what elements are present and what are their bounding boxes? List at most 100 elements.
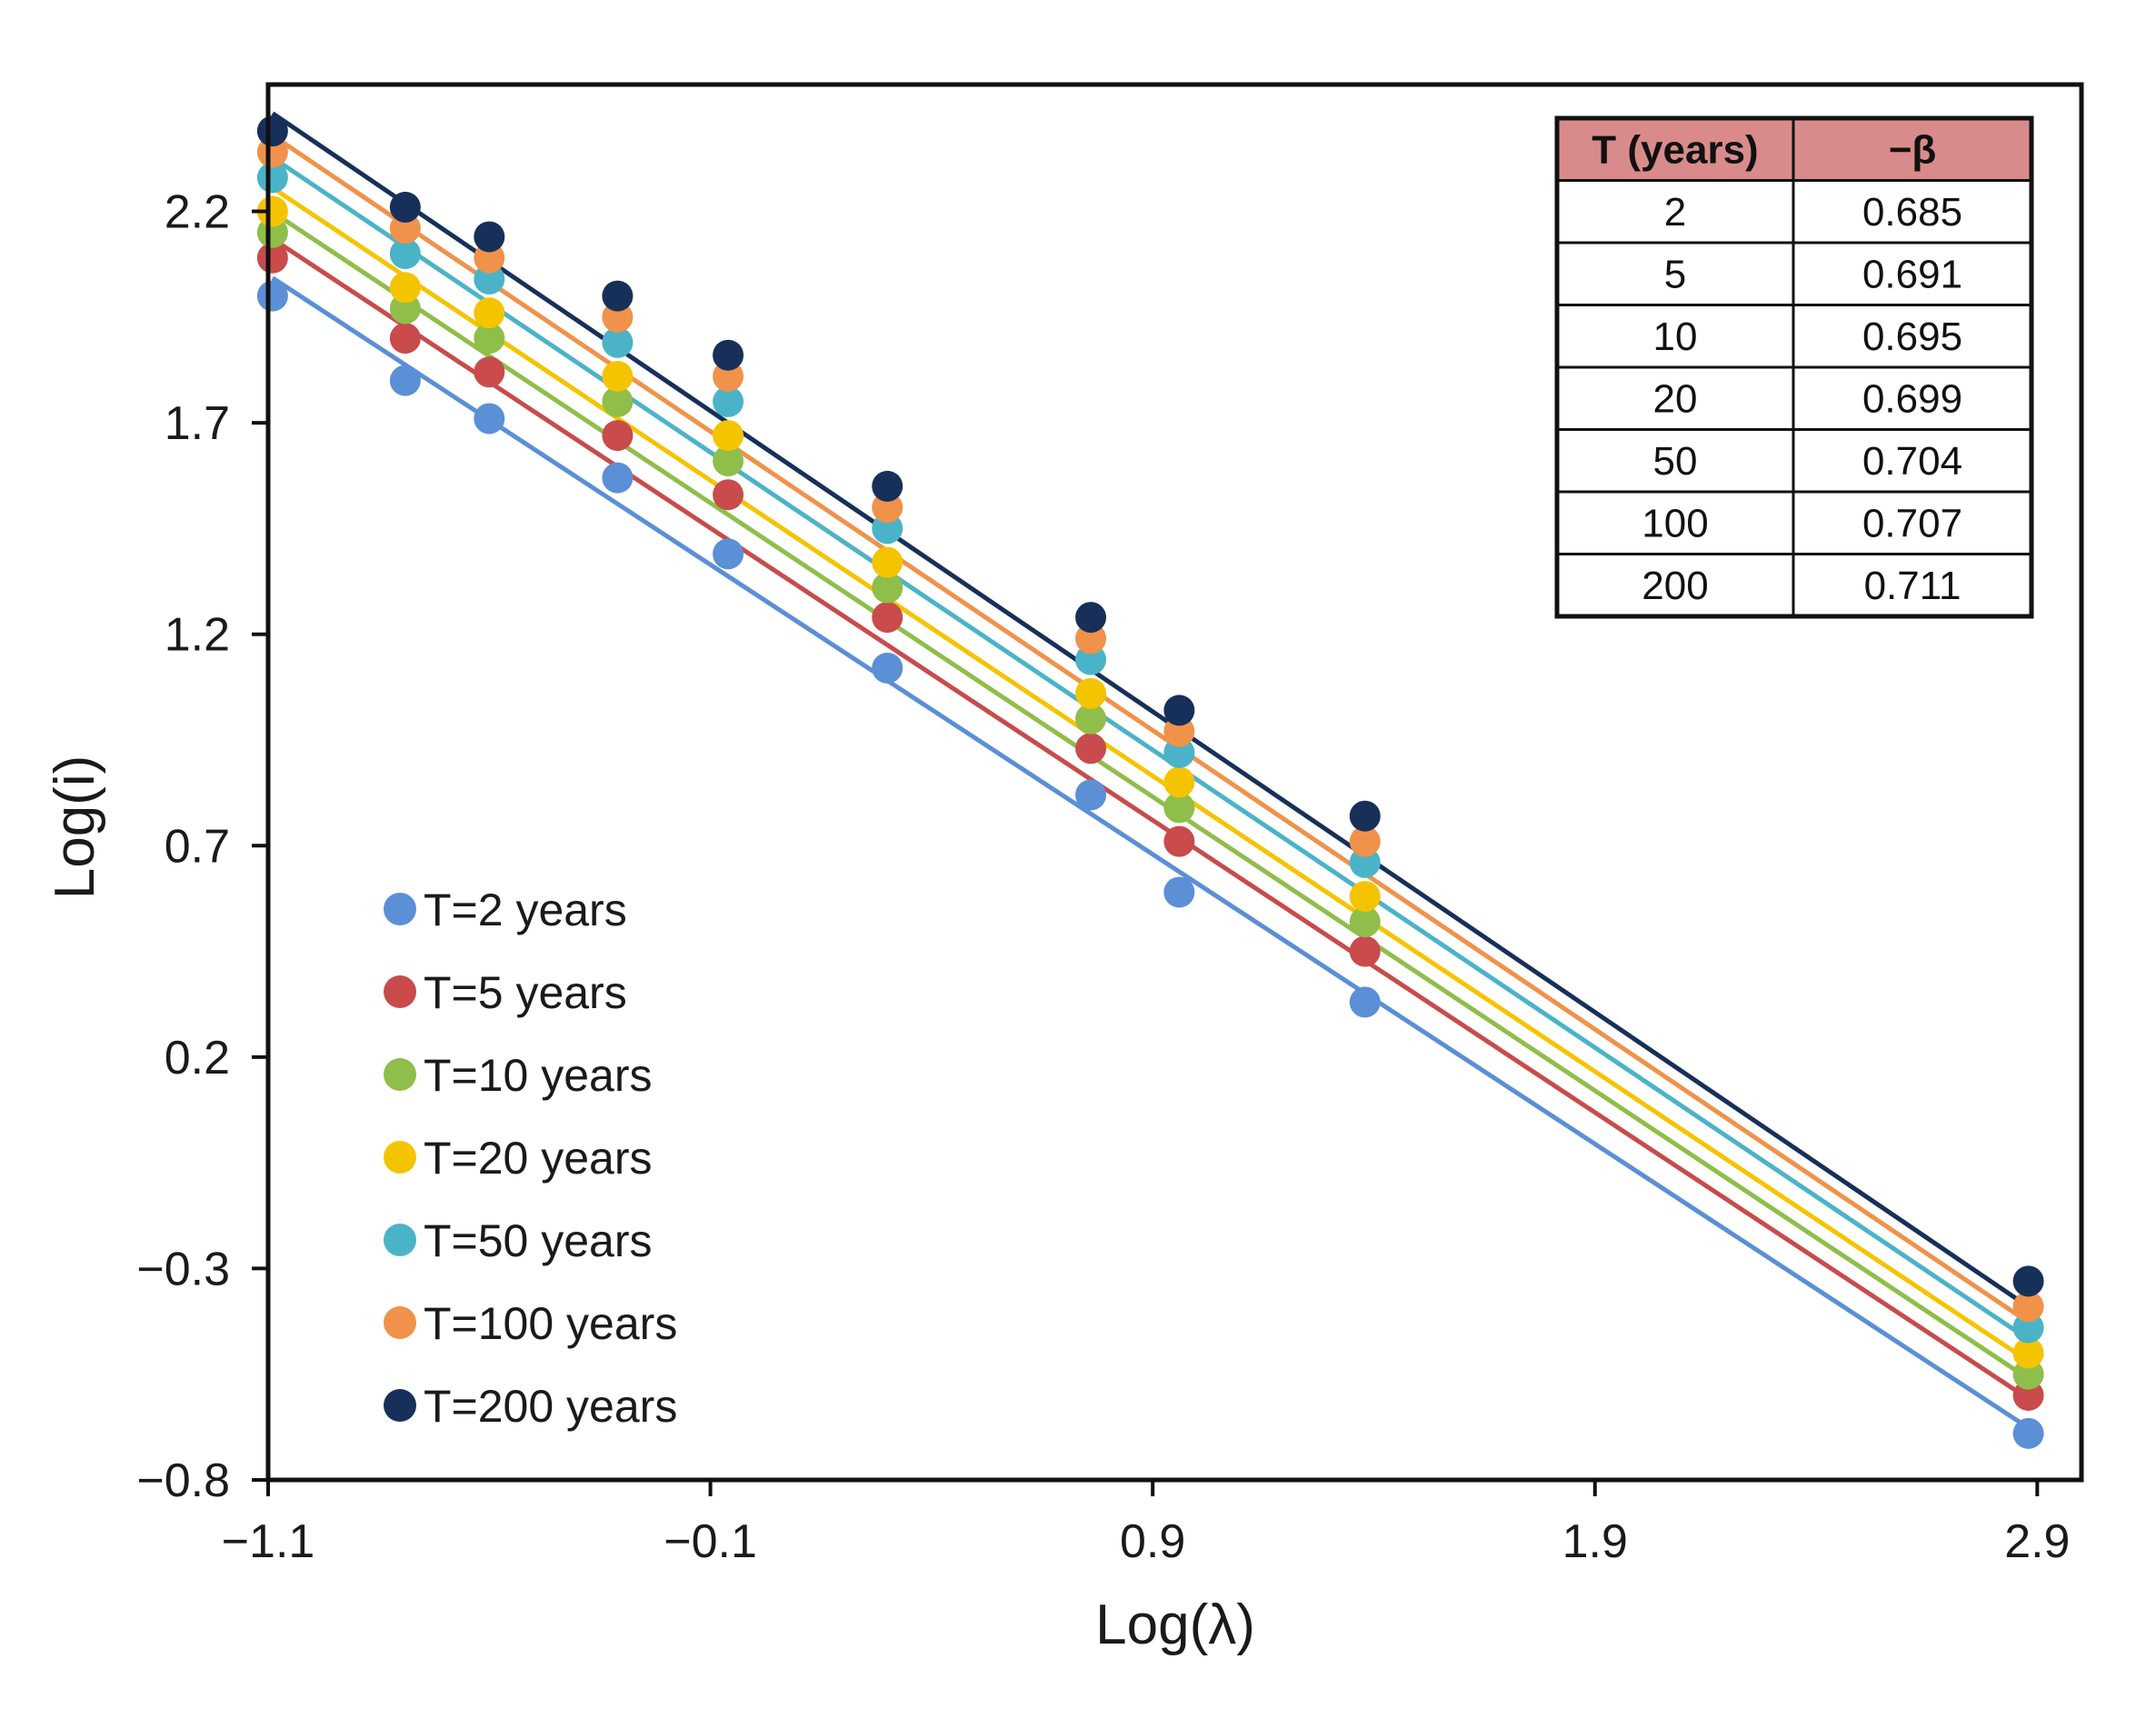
- y-axis: −0.8 −0.3 0.2 0.7 1.2 1.7 2.2: [136, 186, 268, 1507]
- y-tick-label: −0.3: [136, 1243, 230, 1295]
- table-cell: 10: [1653, 315, 1698, 359]
- legend-marker: [384, 1306, 416, 1339]
- table-cell: 200: [1642, 564, 1708, 608]
- point-t-200-years: [713, 339, 744, 371]
- x-tick-label: 1.9: [1562, 1515, 1628, 1568]
- legend-marker: [384, 1058, 416, 1091]
- point-t-20-years: [602, 360, 634, 392]
- y-tick-label: −0.8: [136, 1454, 230, 1507]
- table-cell: 0.704: [1862, 439, 1962, 484]
- table-cell: 0.707: [1862, 501, 1962, 545]
- table-border: [1554, 115, 2034, 619]
- point-t-50-years: [713, 385, 744, 417]
- table-header: T (years) −β: [1555, 116, 2033, 182]
- table-row: 50 0.704: [1555, 428, 2033, 494]
- point-t-10-years: [1163, 792, 1195, 824]
- x-axis: −1.1 −0.1 0.9 1.9 2.9: [222, 1480, 2070, 1568]
- point-t-5-years: [474, 356, 505, 388]
- fit-line-t-2-years: [271, 275, 2030, 1430]
- table-cell-box: [1792, 428, 2033, 494]
- point-t-50-years: [872, 513, 903, 545]
- point-t-10-years: [389, 293, 421, 325]
- point-t-2-years: [1163, 876, 1195, 908]
- point-t-100-years: [1349, 825, 1381, 857]
- point-t-50-years: [389, 238, 421, 270]
- table-cell-box: [1792, 241, 2033, 306]
- table-cell-box: [1792, 304, 2033, 369]
- table-row: 10 0.695: [1555, 304, 2033, 369]
- point-t-2-years: [256, 280, 288, 312]
- point-t-10-years: [256, 216, 288, 248]
- point-t-2-years: [872, 652, 903, 684]
- point-t-100-years: [1163, 715, 1195, 747]
- legend-marker: [384, 893, 416, 925]
- point-t-5-years: [256, 242, 288, 274]
- legend-label: T=2 years: [424, 884, 627, 935]
- point-t-50-years: [602, 326, 634, 358]
- x-tick-label: 2.9: [2004, 1515, 2070, 1568]
- y-tick-label: 0.2: [165, 1032, 230, 1084]
- point-t-50-years: [1075, 644, 1107, 675]
- table-row: 100 0.707: [1555, 490, 2033, 555]
- legend-marker: [384, 1141, 416, 1174]
- point-t-20-years: [1349, 881, 1381, 913]
- legend-label: T=200 years: [424, 1381, 677, 1432]
- point-t-200-years: [1163, 695, 1195, 726]
- legend-label: T=100 years: [424, 1298, 677, 1349]
- table-cell-box: [1555, 179, 1795, 245]
- legend-label: T=5 years: [424, 967, 627, 1018]
- point-t-5-years: [2012, 1379, 2044, 1411]
- point-t-200-years: [474, 221, 505, 253]
- legend-label: T=10 years: [424, 1050, 653, 1101]
- point-t-10-years: [602, 385, 634, 417]
- legend-marker: [384, 975, 416, 1008]
- point-t-200-years: [1349, 800, 1381, 832]
- table-cell-box: [1792, 179, 2033, 245]
- table-cell: 0.695: [1862, 315, 1962, 359]
- point-t-20-years: [256, 195, 288, 227]
- point-t-5-years: [1349, 935, 1381, 967]
- point-t-20-years: [1075, 677, 1107, 709]
- point-t-20-years: [713, 420, 744, 452]
- legend-item-t-10-years: T=10 years: [384, 1050, 653, 1101]
- table-cell: 5: [1664, 252, 1686, 296]
- point-t-100-years: [389, 213, 421, 245]
- point-t-200-years: [1075, 602, 1107, 634]
- y-tick-label: 0.7: [165, 820, 230, 873]
- legend-item-t-100-years: T=100 years: [384, 1298, 677, 1349]
- point-t-100-years: [602, 301, 634, 333]
- fit-line-t-20-years: [271, 185, 2030, 1364]
- legend-item-t-5-years: T=5 years: [384, 967, 627, 1018]
- point-t-200-years: [256, 115, 288, 147]
- table-cell: 0.699: [1862, 376, 1962, 421]
- legend-item-t-2-years: T=2 years: [384, 884, 627, 935]
- table-cell-box: [1792, 553, 2033, 618]
- point-t-100-years: [474, 242, 505, 274]
- point-t-100-years: [872, 492, 903, 524]
- y-tick-label: 1.2: [165, 609, 230, 662]
- fit-line-t-50-years: [271, 155, 2031, 1342]
- x-tick-label: −0.1: [664, 1515, 757, 1568]
- point-t-200-years: [389, 191, 421, 223]
- point-t-10-years: [2012, 1358, 2044, 1390]
- point-t-2-years: [1075, 779, 1107, 811]
- point-t-5-years: [713, 479, 744, 511]
- legend-marker: [384, 1389, 416, 1422]
- point-t-10-years: [1349, 906, 1381, 937]
- point-t-20-years: [1163, 766, 1195, 798]
- point-t-5-years: [1075, 733, 1107, 765]
- y-tick-label: 2.2: [165, 186, 230, 239]
- legend-item-t-50-years: T=50 years: [384, 1215, 653, 1266]
- point-t-50-years: [474, 263, 505, 295]
- table-row: 20 0.699: [1555, 365, 2033, 431]
- point-t-20-years: [389, 272, 421, 304]
- table-cell-box: [1555, 304, 1795, 369]
- point-t-2-years: [389, 365, 421, 396]
- point-t-2-years: [2012, 1417, 2044, 1449]
- point-t-2-years: [713, 538, 744, 570]
- point-t-100-years: [1075, 623, 1107, 655]
- legend: T=2 years T=5 years T=10 years T=20 years T=…: [384, 884, 677, 1432]
- table-header-cell: T (years): [1592, 127, 1758, 172]
- point-t-5-years: [389, 323, 421, 355]
- table-cell: 50: [1653, 439, 1698, 484]
